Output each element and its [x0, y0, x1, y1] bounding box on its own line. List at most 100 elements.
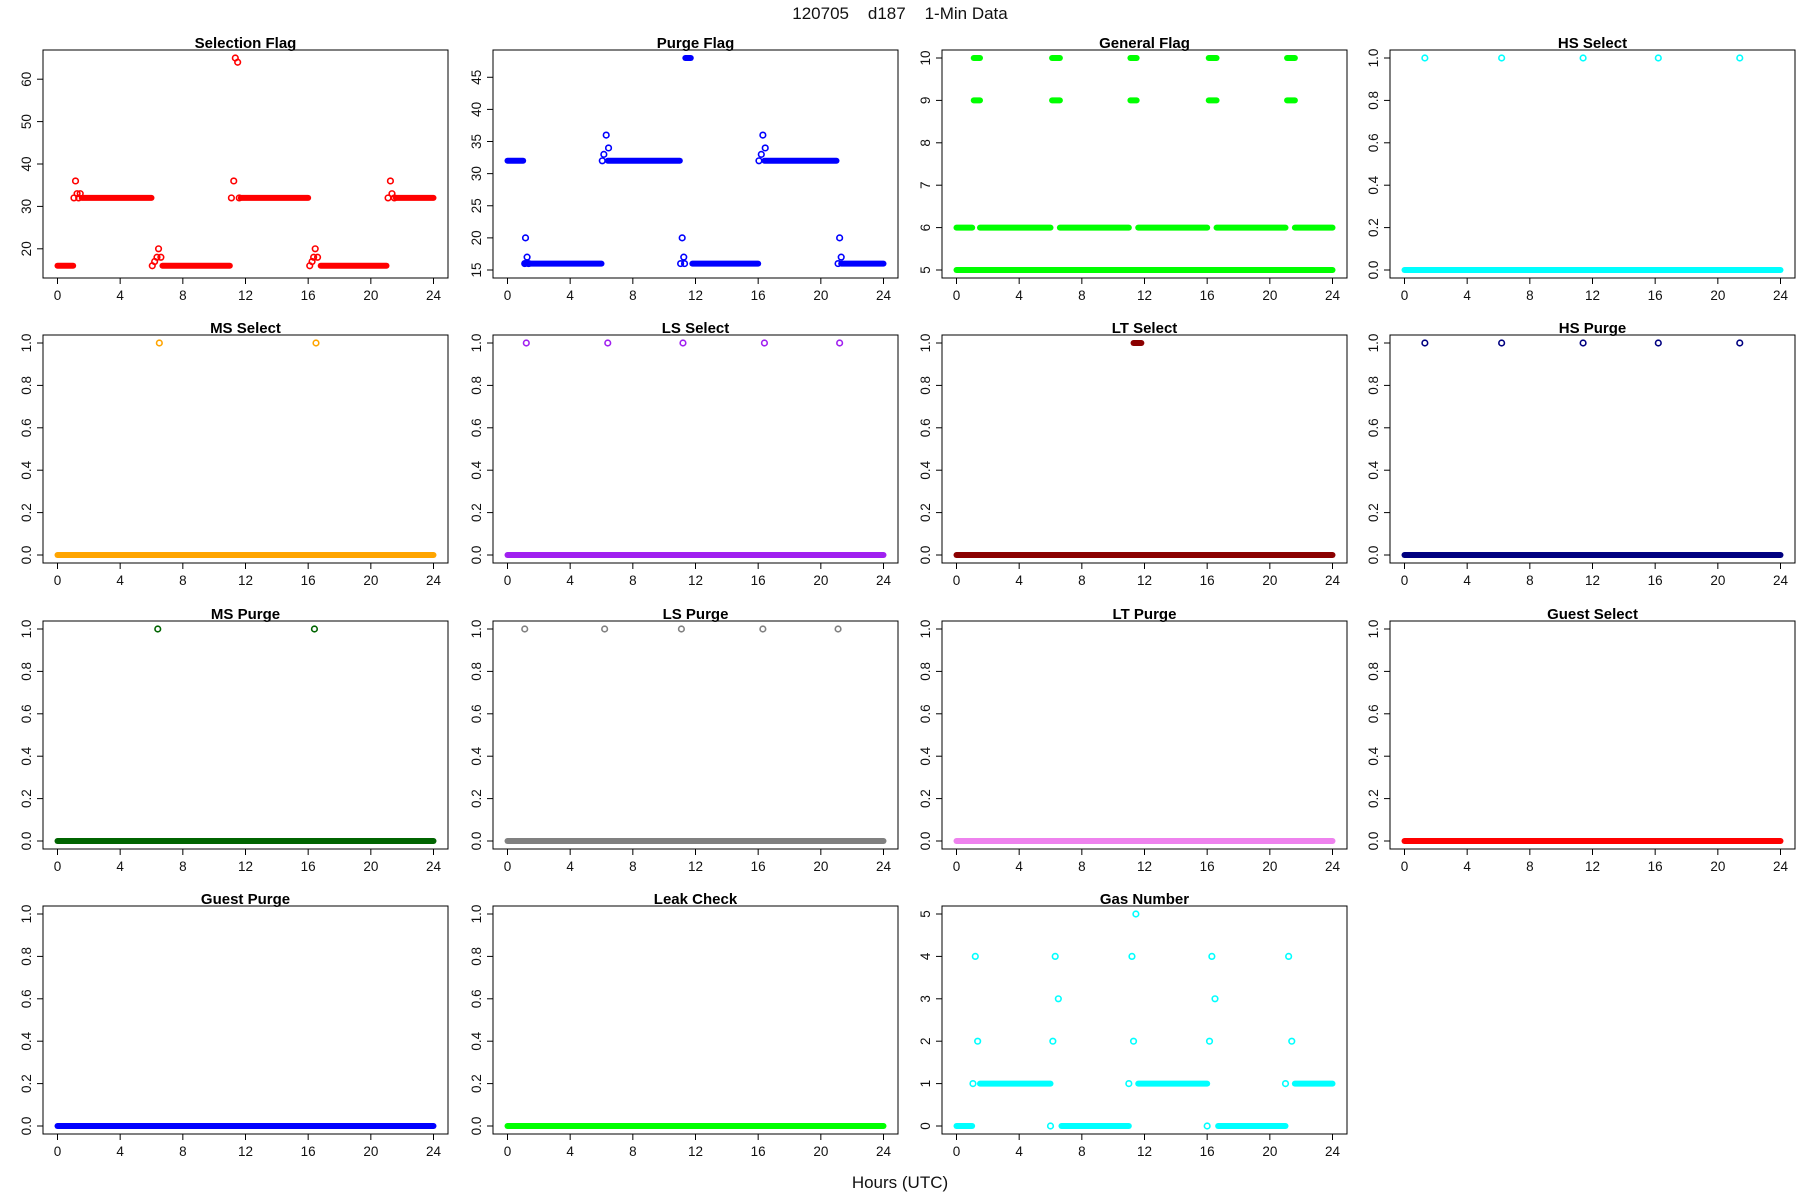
x-tick-label: 24	[1773, 573, 1789, 588]
y-tick-label: 30	[469, 166, 484, 181]
y-tick-label: 0.6	[918, 704, 933, 723]
y-tick-label: 0.0	[918, 832, 933, 851]
x-tick-label: 16	[1648, 288, 1663, 303]
x-tick-label: 4	[1015, 859, 1023, 874]
x-tick-label: 8	[1078, 288, 1086, 303]
x-tick-label: 0	[953, 573, 961, 588]
y-tick-label: 25	[469, 198, 484, 213]
x-tick-label: 8	[1526, 288, 1534, 303]
panel-title: Gas Number	[1100, 891, 1189, 908]
data-point	[834, 625, 842, 633]
x-tick-label: 4	[566, 288, 574, 303]
x-tick-label: 8	[629, 859, 637, 874]
x-tick-label: 8	[179, 859, 187, 874]
x-tick-label: 20	[1262, 288, 1277, 303]
y-tick-label: 20	[19, 241, 34, 256]
y-tick-label: 0.2	[469, 1074, 484, 1093]
x-tick-label: 0	[1401, 859, 1409, 874]
y-tick-label: 0.8	[469, 376, 484, 395]
data-point	[1208, 952, 1216, 961]
x-tick-label: 8	[179, 288, 187, 303]
x-tick-label: 12	[238, 859, 253, 874]
panel-title: Guest Purge	[201, 891, 290, 908]
data-series	[504, 625, 887, 844]
y-tick-label: 0.4	[1366, 746, 1381, 765]
data-point	[1054, 995, 1062, 1003]
plot-frame	[941, 905, 1348, 1135]
data-point	[677, 625, 686, 633]
panel-title: LS Select	[662, 320, 730, 337]
x-tick-label: 20	[813, 573, 828, 588]
plot-frame	[42, 620, 449, 850]
data-point	[71, 177, 80, 185]
data-point	[234, 58, 242, 66]
x-tick-label: 12	[688, 573, 703, 588]
data-series	[54, 54, 437, 270]
y-tick-label: 0.6	[19, 418, 34, 437]
x-tick-label: 0	[504, 288, 512, 303]
data-point	[755, 157, 763, 165]
panel-hs-select: HS Select 0 4 8 12 16 20 24 0.0 0.2 0.4 0.6 0.8 1.0	[1366, 35, 1796, 303]
x-tick-label: 0	[1401, 288, 1409, 303]
x-tick-label: 20	[813, 859, 828, 874]
y-tick-label: 0.6	[1366, 133, 1381, 152]
y-tick-label: 0.8	[469, 662, 484, 681]
plot-frame	[941, 49, 1348, 279]
x-tick-label: 4	[1463, 573, 1471, 588]
panel-selection-flag: Selection Flag 0 4 8 12 16 20 24 20 30 40 50 60	[19, 35, 449, 303]
data-point	[759, 625, 767, 633]
data-point	[1654, 339, 1662, 347]
data-point	[235, 194, 243, 202]
y-tick-label: 8	[918, 139, 933, 147]
data-point	[1285, 952, 1293, 961]
x-tick-label: 24	[426, 859, 442, 874]
y-tick-label: 0.2	[918, 789, 933, 808]
y-tick-label: 0.8	[1366, 376, 1381, 395]
data-series	[953, 910, 1336, 1130]
y-tick-label: 0.2	[1366, 789, 1381, 808]
y-tick-label: 0.0	[918, 546, 933, 565]
x-tick-label: 8	[1078, 1144, 1086, 1159]
y-tick-label: 0.4	[1366, 175, 1381, 194]
data-point	[227, 194, 235, 202]
y-tick-label: 0.8	[19, 947, 34, 966]
x-tick-label: 4	[566, 859, 574, 874]
data-point	[1498, 54, 1506, 62]
y-tick-label: 0.2	[918, 503, 933, 522]
y-tick-label: 0.6	[469, 704, 484, 723]
data-point	[836, 339, 844, 347]
data-point	[1579, 339, 1587, 347]
y-tick-label: 6	[918, 224, 933, 232]
y-tick-label: 0.6	[19, 989, 34, 1008]
x-tick-label: 4	[116, 1144, 124, 1159]
y-tick-label: 0.0	[469, 832, 484, 851]
data-point	[1125, 1079, 1133, 1088]
data-point	[1654, 54, 1662, 62]
x-tick-label: 20	[1710, 288, 1725, 303]
plot-frame	[941, 334, 1348, 564]
x-tick-label: 20	[1262, 573, 1277, 588]
x-tick-label: 20	[363, 573, 378, 588]
y-tick-label: 0.4	[469, 460, 484, 479]
data-point	[521, 259, 529, 268]
y-tick-label: 60	[19, 72, 34, 87]
data-point	[837, 253, 845, 261]
y-tick-label: 0.0	[469, 546, 484, 565]
panel-title: LT Select	[1112, 320, 1178, 337]
x-tick-label: 12	[1585, 859, 1600, 874]
x-tick-label: 4	[566, 573, 574, 588]
y-tick-label: 0.2	[469, 789, 484, 808]
data-point	[157, 253, 165, 261]
data-point	[604, 339, 612, 347]
x-tick-label: 20	[363, 859, 378, 874]
data-point	[386, 177, 395, 185]
x-tick-label: 24	[426, 1144, 442, 1159]
data-point	[678, 234, 686, 242]
x-tick-label: 12	[1137, 573, 1152, 588]
x-tick-label: 4	[1015, 288, 1023, 303]
x-tick-label: 4	[1463, 288, 1471, 303]
panel-ls-purge: LS Purge 0 4 8 12 16 20 24 0.0 0.2 0.4 0.6 0.8 1.0	[469, 606, 899, 874]
data-point	[760, 339, 769, 347]
y-tick-label: 0.2	[1366, 503, 1381, 522]
